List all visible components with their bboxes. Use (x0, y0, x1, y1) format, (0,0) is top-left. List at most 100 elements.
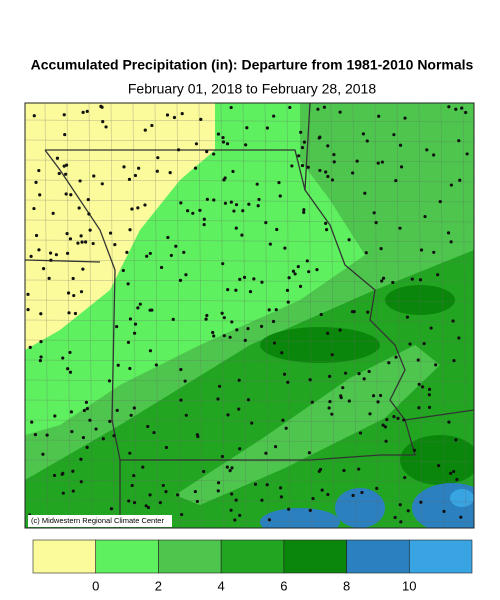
state-border (25, 259, 101, 263)
station (387, 361, 391, 365)
station (92, 174, 96, 178)
county-line (330, 103, 335, 528)
station (164, 445, 168, 450)
station (168, 170, 172, 175)
station (255, 182, 259, 186)
station (216, 481, 221, 485)
station (381, 276, 386, 280)
station (222, 316, 226, 320)
station (222, 178, 226, 182)
station (326, 331, 330, 335)
station (230, 492, 234, 496)
station (234, 203, 239, 207)
station (408, 342, 412, 346)
station (79, 457, 83, 461)
station (308, 378, 312, 382)
station (133, 331, 137, 335)
county-line (110, 103, 115, 528)
station (191, 211, 195, 215)
county-line (25, 479, 474, 483)
station (127, 499, 131, 503)
station (171, 317, 175, 321)
station (144, 504, 148, 508)
county-line (286, 103, 291, 528)
station (79, 234, 83, 238)
station (156, 156, 160, 160)
station (315, 268, 319, 272)
station (69, 193, 73, 197)
station (108, 419, 112, 423)
station (451, 319, 455, 323)
station (402, 418, 406, 422)
station (63, 132, 67, 137)
station (351, 493, 355, 498)
station (330, 353, 334, 357)
station (183, 379, 187, 383)
station (186, 209, 190, 213)
station (136, 306, 140, 310)
region (400, 435, 474, 485)
station (432, 153, 436, 157)
station (423, 214, 427, 219)
station (94, 427, 98, 431)
station (416, 358, 420, 362)
station (438, 200, 442, 204)
station (65, 231, 69, 236)
legend-tick-label: 2 (155, 578, 162, 593)
station (322, 105, 327, 109)
region (175, 345, 440, 505)
station (77, 206, 81, 210)
station (398, 503, 402, 507)
station (194, 142, 199, 146)
station (39, 312, 43, 316)
station (436, 273, 440, 277)
station (330, 178, 335, 182)
station (399, 165, 404, 169)
station (195, 499, 199, 504)
station (101, 120, 105, 124)
station (148, 251, 152, 256)
station (73, 311, 78, 316)
station (447, 420, 451, 424)
station (113, 243, 117, 247)
station (79, 480, 83, 484)
station (229, 508, 233, 512)
station (152, 430, 156, 435)
station (436, 464, 441, 468)
station (422, 341, 426, 346)
station (318, 168, 322, 173)
station (454, 107, 458, 111)
station (434, 363, 438, 367)
station (26, 308, 30, 312)
station (281, 418, 285, 422)
station (332, 153, 336, 157)
legend-tick-label: 6 (280, 578, 287, 593)
station (234, 288, 238, 292)
station (71, 469, 75, 473)
station (30, 420, 34, 424)
station (32, 206, 36, 211)
station (85, 407, 89, 411)
station (84, 400, 89, 404)
county-line (25, 359, 474, 363)
station (297, 154, 301, 158)
station (52, 473, 57, 478)
station (229, 200, 233, 204)
station (278, 486, 283, 490)
state-border (304, 103, 311, 191)
station (221, 262, 225, 266)
station (302, 210, 306, 214)
station (132, 406, 136, 410)
station (70, 430, 74, 434)
station (241, 209, 245, 213)
station (457, 336, 461, 340)
station (81, 435, 86, 440)
station (392, 415, 396, 419)
station (384, 439, 388, 443)
station (107, 379, 112, 383)
station (287, 507, 291, 511)
station (341, 386, 345, 390)
station (221, 140, 226, 144)
station (61, 491, 65, 495)
station (259, 324, 264, 328)
